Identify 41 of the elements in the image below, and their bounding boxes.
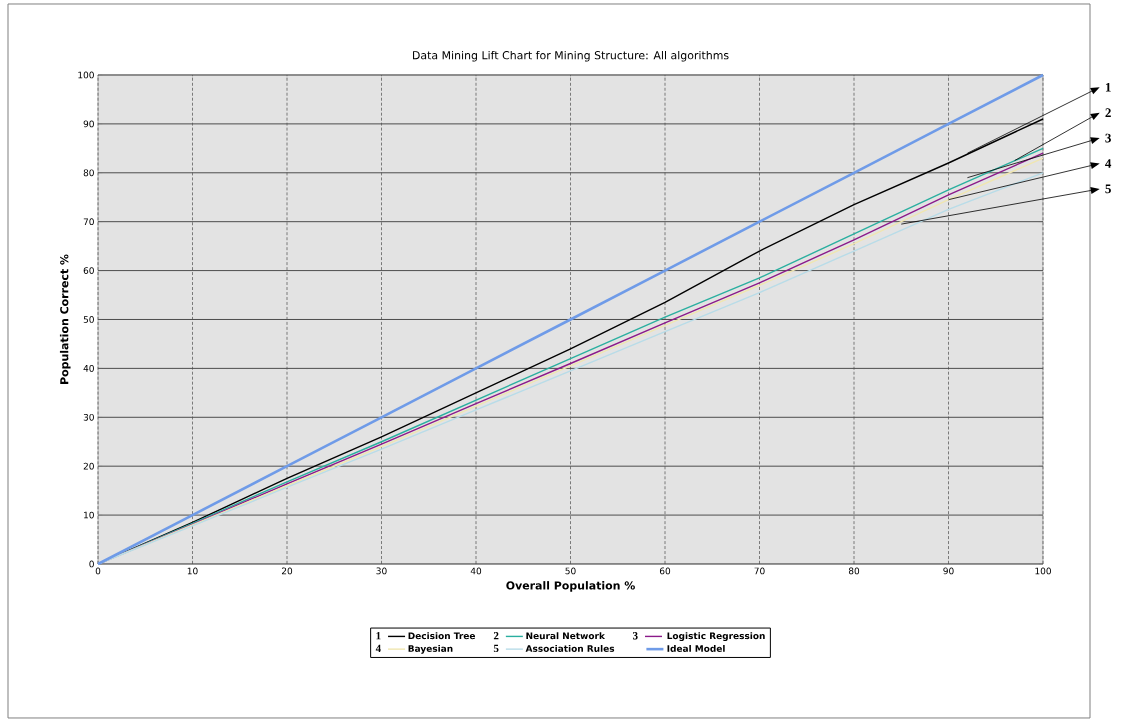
text: 1 (376, 632, 381, 640)
chart-title: Data Mining Lift Chart for Mining Structure: All algorithms (413, 50, 729, 62)
legend-label: Association Rules (525, 644, 615, 652)
text: 4 (375, 644, 381, 652)
legend-label: Neural Network (526, 632, 606, 640)
x-tick-label: 70 (754, 567, 765, 575)
y-tick-label: 60 (83, 267, 94, 274)
y-tick-label: 80 (83, 169, 94, 177)
x-tick-label: 80 (848, 567, 860, 575)
annotation: 1 (1105, 82, 1111, 92)
x-tick-label: 60 (659, 567, 671, 575)
x-tick-label: 50 (565, 567, 576, 575)
annotation: 2 (1105, 108, 1111, 117)
y-tick-label: 20 (83, 462, 94, 470)
x-tick-label: 10 (187, 567, 198, 575)
x-tick-label: 90 (943, 567, 954, 575)
x-tick-label: 20 (281, 567, 293, 575)
annotation: 5 (1105, 184, 1111, 194)
y-tick-label: 40 (83, 364, 94, 372)
text: 3 (632, 632, 638, 640)
text: 5 (493, 644, 499, 653)
y-tick-label: 100 (78, 71, 94, 79)
y-tick-label: 0 (89, 560, 94, 568)
y-tick-label: 70 (83, 218, 94, 226)
legend-label: Bayesian (408, 644, 453, 654)
y-tick-label: 50 (83, 316, 94, 323)
y-tick-label: 10 (84, 511, 94, 519)
x-tick-label: 40 (470, 567, 482, 575)
x-tick-label: 0 (95, 567, 101, 575)
y-tick-label: 30 (83, 413, 94, 421)
annotation: 4 (1105, 159, 1112, 168)
annotation: 3 (1105, 133, 1111, 143)
x-tick-label: 100 (1035, 567, 1051, 575)
text: 2 (493, 632, 499, 640)
y-axis-title: Population Correct % (59, 254, 71, 384)
x-tick-label: 30 (376, 567, 387, 575)
legend-label: Ideal Model (667, 644, 725, 652)
legend-label: Logistic Regression (667, 632, 765, 642)
legend-label: Decision Tree (408, 632, 476, 640)
x-axis-title: Overall Population % (506, 581, 635, 592)
y-tick-label: 90 (83, 120, 94, 128)
